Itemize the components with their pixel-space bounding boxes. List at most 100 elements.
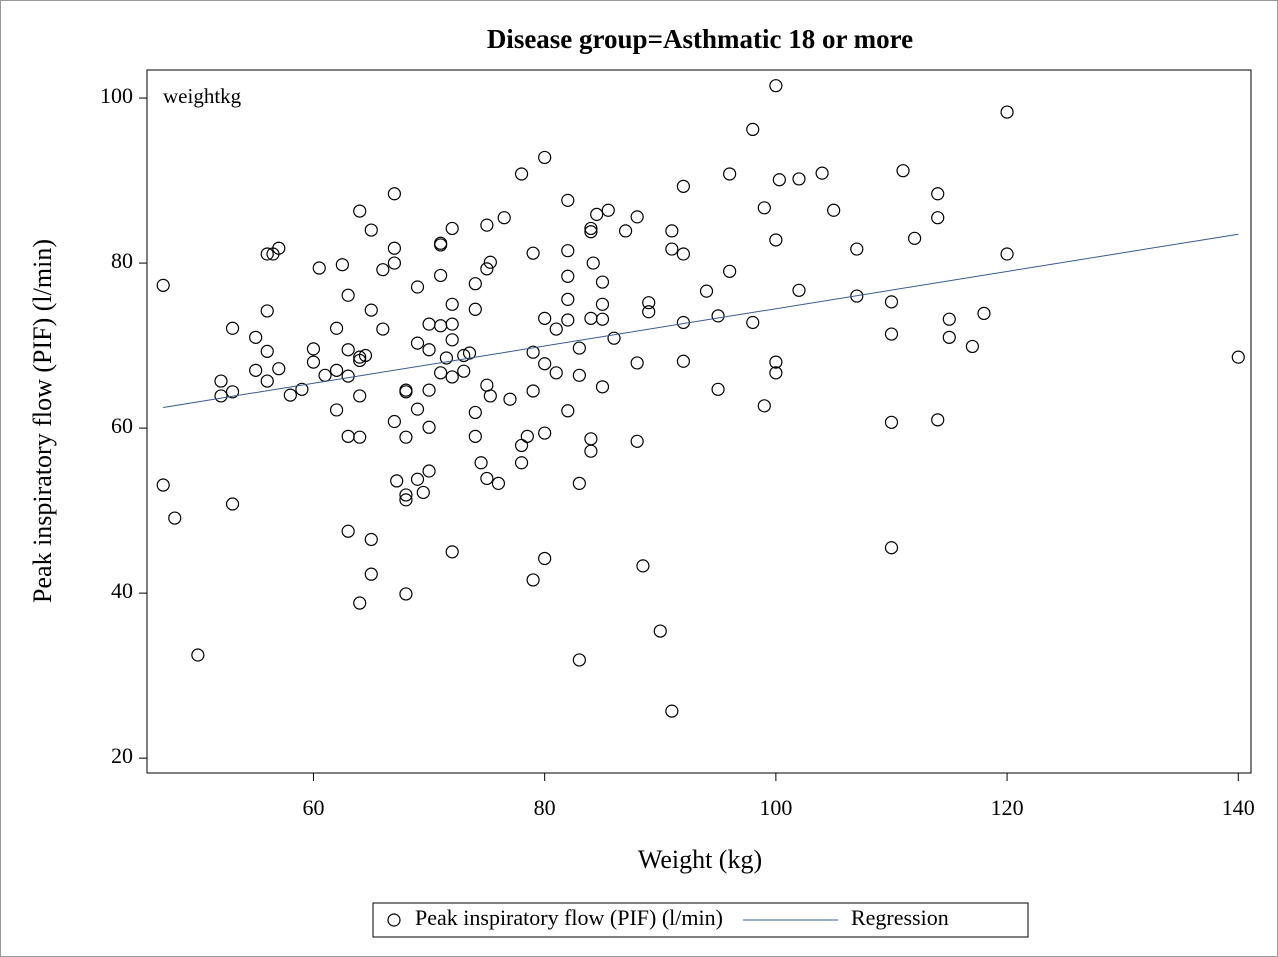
point	[827, 203, 841, 217]
point	[503, 392, 517, 406]
point	[260, 304, 274, 318]
point	[329, 321, 344, 335]
point	[1000, 105, 1014, 119]
point	[353, 350, 367, 364]
point	[457, 364, 471, 378]
y-tick-label: 80	[111, 248, 133, 273]
point	[538, 551, 552, 566]
legend-symbol	[387, 913, 401, 927]
point	[792, 283, 806, 297]
point	[249, 330, 263, 344]
point	[439, 351, 454, 365]
point	[723, 264, 737, 278]
point	[249, 363, 263, 377]
point	[850, 289, 864, 303]
legend-label: Regression	[851, 905, 949, 930]
point	[884, 415, 899, 429]
point	[665, 224, 679, 238]
point	[757, 399, 771, 413]
point	[815, 166, 829, 180]
point	[480, 218, 494, 232]
point	[272, 241, 286, 255]
point	[410, 472, 425, 486]
point	[364, 567, 378, 581]
point	[364, 532, 378, 547]
point	[520, 429, 534, 443]
point	[931, 413, 945, 427]
point	[636, 559, 650, 573]
point	[341, 343, 355, 357]
point	[283, 388, 297, 402]
point	[387, 414, 401, 429]
point	[769, 79, 783, 93]
point	[480, 471, 494, 486]
point	[353, 389, 367, 403]
point	[572, 368, 586, 382]
point	[630, 210, 644, 224]
point	[723, 167, 737, 181]
point	[445, 297, 459, 311]
point	[422, 343, 436, 357]
point	[618, 224, 633, 238]
point	[584, 225, 598, 239]
point	[491, 476, 506, 490]
point	[260, 344, 274, 358]
point	[497, 211, 511, 225]
plot-area	[146, 69, 1252, 774]
point	[884, 327, 899, 341]
point	[676, 354, 690, 368]
point	[584, 221, 598, 236]
point	[561, 404, 575, 418]
y-tick-label: 100	[100, 83, 133, 108]
point	[942, 330, 956, 344]
point	[653, 624, 667, 638]
point	[168, 511, 182, 525]
point	[884, 295, 899, 309]
point	[410, 280, 425, 294]
point	[526, 384, 540, 398]
x-tick-label: 60	[302, 795, 324, 820]
point	[630, 434, 644, 448]
x-tick-label: 140	[1222, 795, 1255, 820]
point	[977, 306, 991, 321]
point	[329, 363, 344, 377]
point	[353, 430, 367, 444]
point	[399, 385, 413, 399]
point	[595, 312, 610, 326]
point	[769, 233, 783, 247]
point	[549, 366, 563, 380]
point	[341, 369, 355, 383]
point	[312, 261, 326, 275]
point	[572, 653, 586, 667]
point	[364, 303, 378, 317]
point	[445, 545, 459, 559]
point	[434, 268, 448, 283]
point	[896, 164, 910, 178]
point	[434, 238, 448, 252]
point	[468, 405, 482, 420]
point	[665, 704, 679, 718]
point	[549, 322, 563, 336]
point	[468, 302, 482, 316]
point	[214, 374, 228, 388]
point	[225, 385, 240, 399]
point	[341, 288, 355, 302]
x-tick-label: 120	[991, 795, 1024, 820]
point	[561, 193, 575, 207]
x-tick-label: 100	[759, 795, 792, 820]
point	[538, 311, 552, 325]
point	[156, 478, 170, 492]
point	[595, 297, 610, 311]
point	[358, 348, 373, 363]
point	[422, 420, 436, 434]
point	[642, 296, 656, 310]
point	[850, 242, 864, 256]
point	[561, 292, 575, 306]
point	[699, 284, 714, 298]
point	[468, 277, 482, 291]
chart-title: Disease group=Asthmatic 18 or more	[487, 24, 913, 54]
point	[445, 370, 459, 384]
